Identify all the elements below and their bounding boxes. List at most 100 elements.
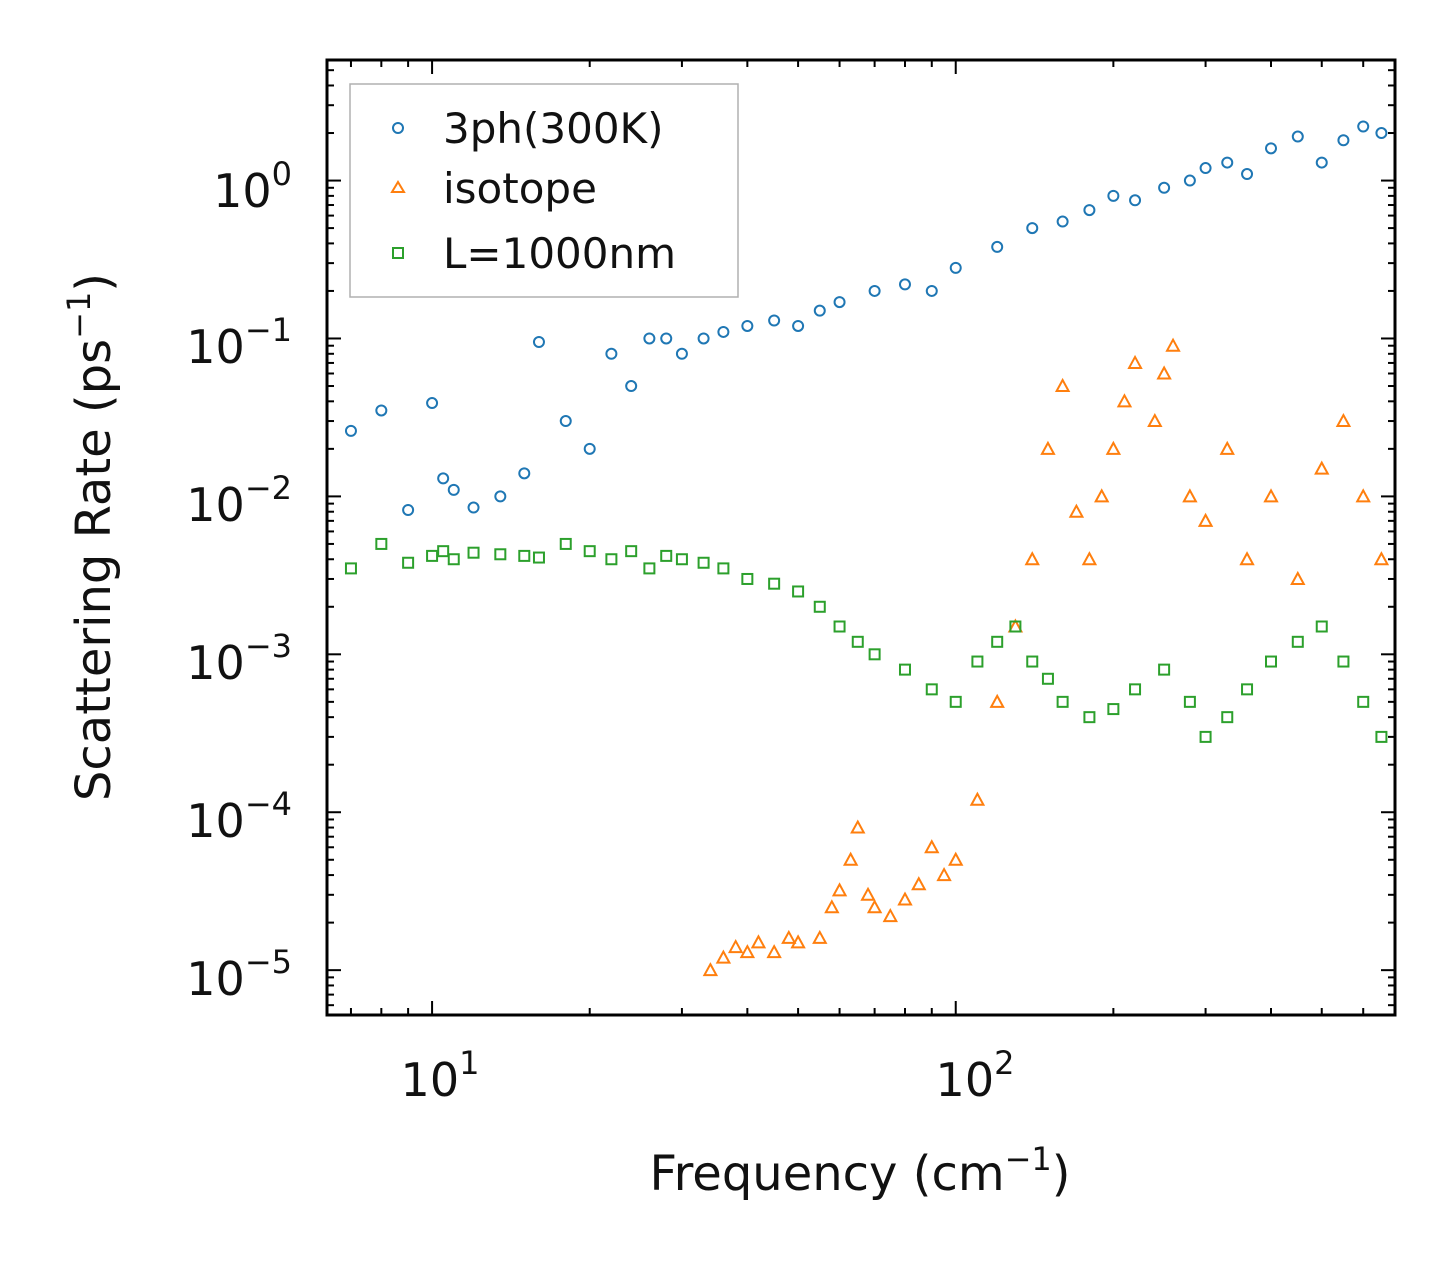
data-point-circle (1375, 127, 1388, 140)
data-point-circle (494, 490, 507, 503)
data-point-triangle (1263, 488, 1279, 503)
data-point-triangle (1335, 412, 1352, 428)
data-point-circle (532, 335, 545, 348)
data-point-circle (1357, 120, 1370, 133)
data-point-circle (447, 483, 460, 496)
data-point-triangle (824, 899, 840, 914)
data-point-circle (868, 284, 881, 297)
series-isotope (702, 337, 1390, 977)
data-point-square (643, 562, 656, 575)
data-point-square (792, 585, 805, 598)
data-point-square (605, 553, 618, 566)
data-point-circle (643, 332, 656, 345)
y-tick-label: 10−3 (186, 627, 292, 690)
data-point-circle (792, 319, 805, 332)
data-point-circle (925, 284, 938, 297)
data-point-triangle (842, 851, 859, 866)
data-point-square (1291, 635, 1304, 648)
data-point-circle (768, 314, 781, 327)
data-point-square (1129, 683, 1142, 696)
data-point-square (1009, 620, 1022, 633)
data-point-square (898, 663, 911, 676)
data-point-triangle (1197, 512, 1214, 527)
x-axis-label: Frequency (cm−1) (649, 1140, 1070, 1202)
data-point-triangle (897, 891, 913, 906)
legend-label-isotope: isotope (443, 164, 597, 213)
data-point-circle (1158, 181, 1171, 194)
data-point-square (344, 562, 357, 575)
data-point-circle (1337, 134, 1350, 147)
data-point-circle (375, 404, 388, 417)
data-point-triangle (924, 839, 940, 854)
data-point-square (426, 549, 439, 562)
data-point-triangle (831, 882, 848, 897)
data-point-square (494, 548, 507, 561)
data-point-square (559, 537, 572, 550)
data-point-triangle (1024, 551, 1040, 566)
data-point-circle (949, 261, 962, 274)
data-point-triangle (1219, 440, 1235, 455)
series-3ph(300K) (344, 120, 1388, 517)
y-tick-label: 10−4 (186, 785, 292, 848)
y-tick-label: 10−1 (186, 311, 292, 374)
data-point-triangle (1156, 365, 1172, 380)
data-point-circle (437, 472, 450, 485)
data-point-square (583, 545, 596, 558)
y-tick-labels: 100 10−1 10−2 10−3 10−4 10−5 (186, 155, 292, 1006)
data-point-triangle (1182, 488, 1198, 503)
legend: 3ph(300K) isotope L=1000nm (349, 83, 739, 298)
data-point-square (660, 549, 673, 562)
data-point-triangle (882, 907, 898, 923)
data-point-square (1337, 655, 1350, 668)
data-point-circle (625, 380, 638, 393)
data-point-triangle (1147, 412, 1163, 428)
data-point-triangle (936, 866, 952, 882)
data-point-circle (1056, 215, 1069, 228)
data-point-square (741, 572, 754, 585)
data-point-circle (1241, 168, 1254, 181)
data-point-square (813, 600, 826, 613)
legend-marker-isotope (390, 180, 406, 193)
data-point-square (402, 556, 415, 569)
data-point-square (532, 551, 545, 564)
data-point-square (717, 562, 730, 575)
data-point-triangle (1040, 440, 1056, 455)
data-point-square (1083, 711, 1096, 724)
data-point-square (1183, 695, 1196, 708)
data-point-square (768, 577, 781, 590)
data-point-triangle (866, 899, 883, 914)
data-point-triangle (727, 938, 744, 954)
data-point-circle (1083, 204, 1096, 217)
x-tick-label: 102 (936, 1044, 1015, 1107)
data-point-triangle (1127, 354, 1143, 369)
data-point-square (991, 635, 1004, 648)
data-point-circle (898, 278, 911, 291)
y-tick-label: 10−5 (186, 943, 292, 1006)
data-point-circle (1315, 156, 1328, 169)
legend-marker-3ph (392, 122, 404, 134)
data-point-triangle (1290, 570, 1306, 585)
data-point-triangle (948, 851, 964, 866)
data-point-square (1158, 663, 1171, 676)
data-point-circle (1199, 162, 1212, 175)
data-point-circle (518, 467, 531, 480)
data-point-square (1315, 620, 1328, 633)
data-point-square (833, 620, 846, 633)
data-point-triangle (1081, 551, 1098, 566)
data-point-square (949, 695, 962, 708)
legend-marker-boundary (392, 247, 404, 259)
x-tick-label: 101 (401, 1044, 480, 1107)
data-point-triangle (812, 929, 828, 944)
data-point-triangle (1314, 460, 1330, 475)
data-point-triangle (1116, 393, 1133, 408)
data-point-triangle (739, 944, 756, 959)
data-point-circle (467, 501, 480, 514)
data-point-square (375, 537, 388, 550)
data-point-circle (813, 304, 826, 317)
data-point-square (971, 655, 984, 668)
data-point-circle (697, 332, 710, 345)
data-point-triangle (1373, 551, 1390, 566)
data-point-circle (991, 240, 1004, 253)
data-point-circle (741, 319, 754, 332)
